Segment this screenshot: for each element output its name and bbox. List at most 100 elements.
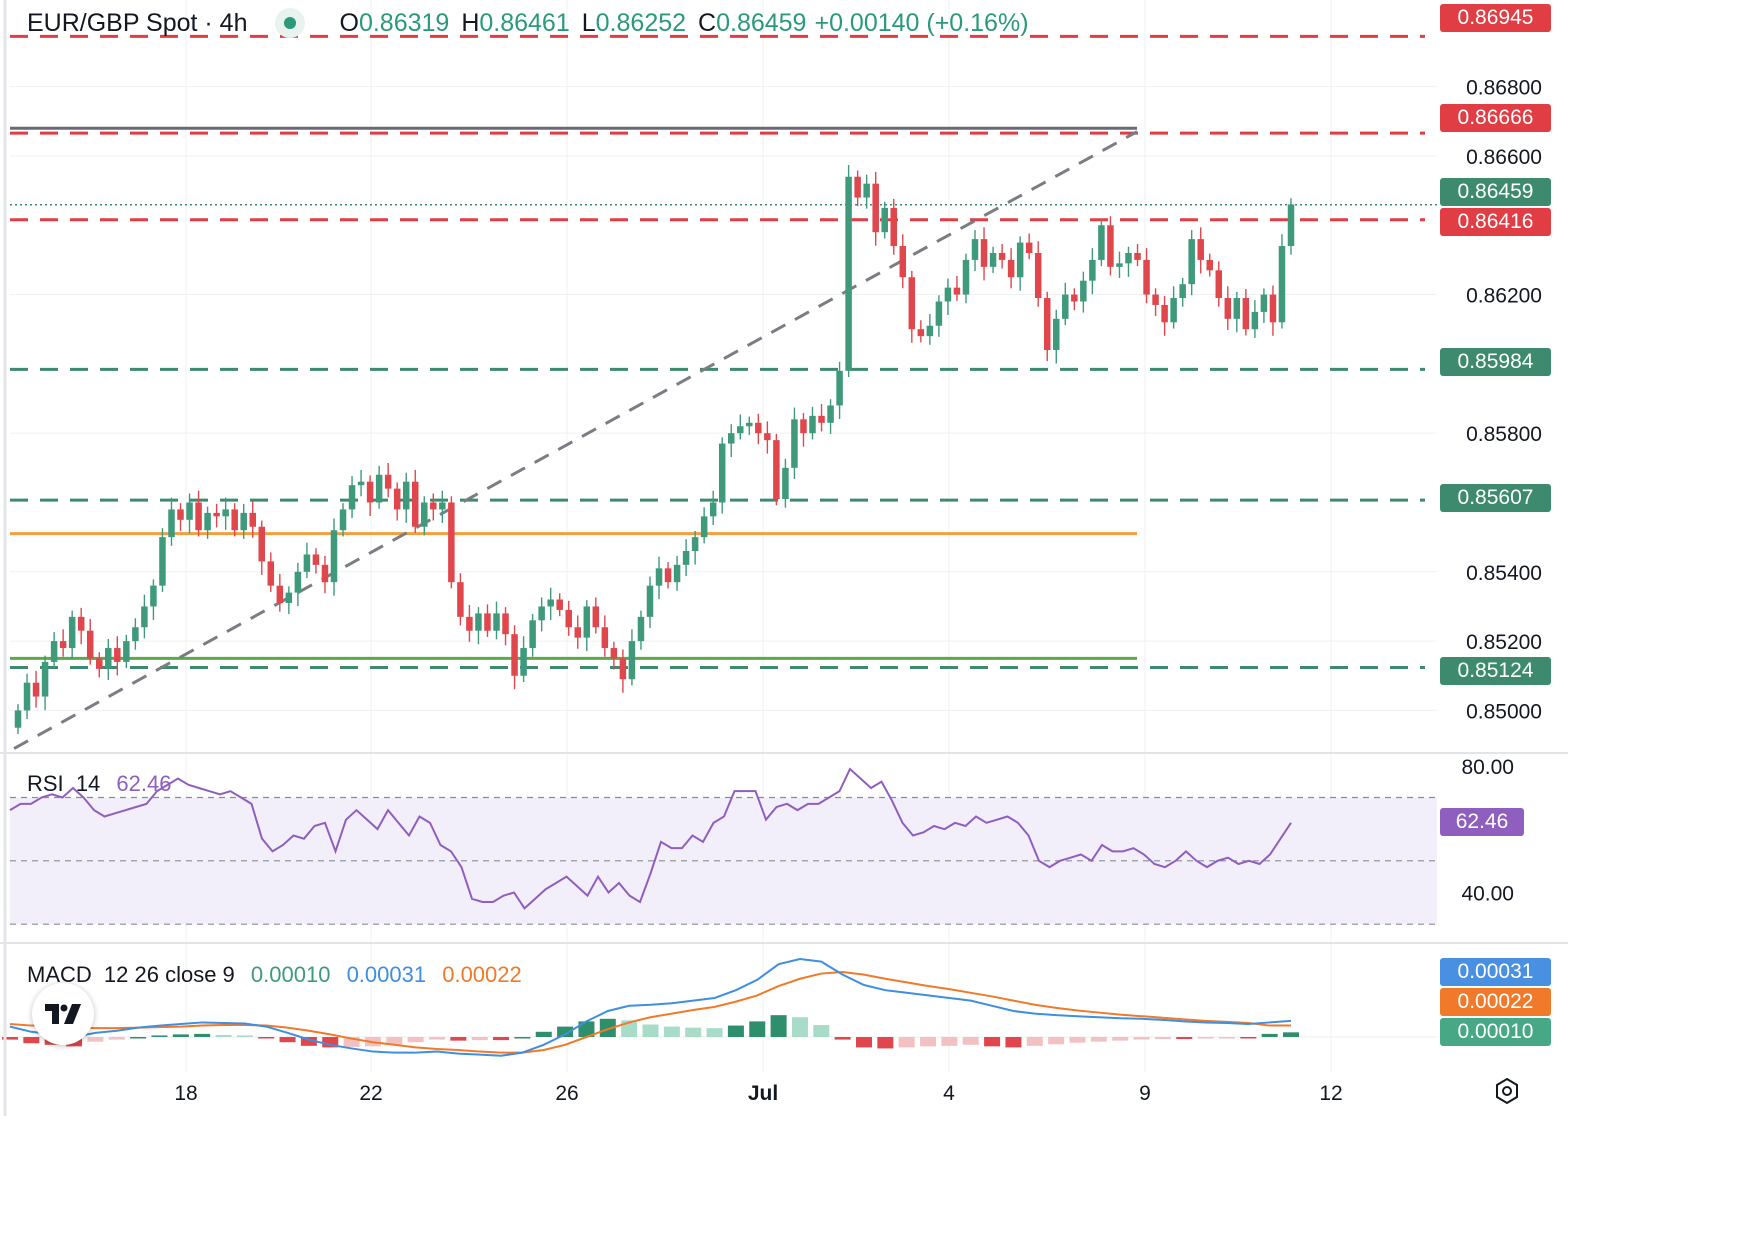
macd-histogram-bar xyxy=(1197,1037,1214,1039)
macd-histogram-bar xyxy=(493,1037,510,1041)
candle-body xyxy=(881,207,888,233)
candle-body xyxy=(836,370,843,406)
macd-line xyxy=(9,957,1292,1057)
price-tag: 0.85984 xyxy=(1440,348,1551,376)
candle-body xyxy=(1125,252,1132,264)
candle-body xyxy=(1215,270,1223,299)
candle-body xyxy=(529,620,536,649)
macd-histogram-bar xyxy=(898,1037,915,1048)
macd-hist-value: 0.00010 xyxy=(250,962,331,987)
macd-histogram-bar xyxy=(1240,1037,1257,1039)
candle-body xyxy=(1161,304,1168,323)
candle-body xyxy=(150,585,157,607)
candle-body xyxy=(249,512,256,527)
macd-histogram-bar xyxy=(941,1037,958,1046)
candle-body xyxy=(222,509,229,517)
candle-body xyxy=(276,585,284,603)
price-chart[interactable]: 18 22 26 Jul 4 9 12 0.86800 0.86600 0.86200 0.8580… xyxy=(0,0,1568,1116)
candle-body xyxy=(1098,225,1105,260)
candle-body xyxy=(727,433,735,444)
macd-histogram-bar xyxy=(1069,1037,1086,1043)
macd-histogram-bar xyxy=(770,1015,787,1037)
macd-histogram-bar xyxy=(663,1026,680,1037)
time-tick-label: 12 xyxy=(1319,1082,1342,1105)
candle-body xyxy=(989,252,997,267)
candle-body xyxy=(809,415,816,434)
high-key: H xyxy=(461,8,480,37)
candle-body xyxy=(845,176,852,371)
rsi-tick-label: 80.00 xyxy=(1461,756,1514,779)
candle-body xyxy=(737,426,744,434)
candle-body xyxy=(691,537,699,552)
candle-body xyxy=(1188,239,1195,285)
candle-body xyxy=(186,502,193,520)
candle-body xyxy=(547,599,554,607)
candle-body xyxy=(303,554,311,572)
candle-body xyxy=(863,183,870,198)
candle-body xyxy=(800,419,807,434)
candle-body xyxy=(484,613,491,631)
candle-body xyxy=(1062,294,1069,319)
candle-body xyxy=(565,609,572,628)
candle-body xyxy=(213,512,220,517)
macd-legend[interactable]: MACD 12 26 close 9 0.00010 0.00031 0.000… xyxy=(27,962,522,988)
candle-body xyxy=(50,641,58,662)
candle-body xyxy=(908,277,916,330)
candle-body xyxy=(764,433,771,441)
market-status-icon xyxy=(275,8,306,38)
price-tick-label: 0.85200 xyxy=(1466,631,1542,654)
candle-body xyxy=(240,512,247,531)
time-tick-label: 18 xyxy=(174,1082,197,1105)
high-value: 0.86461 xyxy=(479,8,570,37)
macd-histogram-bar xyxy=(151,1035,168,1037)
candle-body xyxy=(68,616,76,649)
macd-histogram-bar xyxy=(578,1021,595,1037)
candle-body xyxy=(231,509,238,531)
symbol-title[interactable]: EUR/GBP Spot · 4h xyxy=(27,8,248,37)
candle-body xyxy=(755,422,762,434)
settings-icon[interactable] xyxy=(1492,1076,1522,1106)
signal-value-tag: 0.00022 xyxy=(1440,988,1551,1016)
candle-body xyxy=(168,509,175,538)
macd-histogram-bar xyxy=(87,1037,104,1042)
macd-histogram-bar xyxy=(450,1037,467,1041)
candle-body xyxy=(917,329,925,337)
price-tag: 0.85607 xyxy=(1440,484,1551,512)
macd-histogram-bar xyxy=(1048,1037,1065,1045)
candle-body xyxy=(411,481,419,527)
macd-histogram-bar xyxy=(23,1037,40,1044)
candle-body xyxy=(421,502,428,527)
candle-body xyxy=(1080,280,1087,302)
candle-body xyxy=(926,325,934,337)
macd-histogram-bar xyxy=(984,1037,1001,1047)
candle-body xyxy=(339,509,347,531)
candle-body xyxy=(375,474,383,503)
candle-body xyxy=(357,481,365,486)
tradingview-logo[interactable] xyxy=(32,983,94,1045)
macd-histogram-bar xyxy=(1026,1037,1043,1046)
price-tag: 0.86666 xyxy=(1440,104,1551,132)
candle-body xyxy=(556,599,563,610)
change-value: +0.00140 (+0.16%) xyxy=(814,8,1029,37)
candle-body xyxy=(746,422,753,427)
candle-body xyxy=(1206,259,1213,271)
candle-body xyxy=(583,606,591,638)
rsi-value-tag: 62.46 xyxy=(1440,808,1524,836)
candle-body xyxy=(195,502,202,531)
time-tick-label: 4 xyxy=(943,1082,955,1105)
candle-body xyxy=(980,239,988,267)
rsi-legend[interactable]: RSI 14 62.46 xyxy=(27,771,171,797)
candle-body xyxy=(872,183,879,233)
macd-histogram-bar xyxy=(557,1026,574,1037)
macd-signal-value: 0.00022 xyxy=(442,962,522,987)
open-value: 0.86319 xyxy=(358,8,450,37)
macd-histogram-bar xyxy=(749,1021,766,1037)
candle-body xyxy=(366,481,374,503)
candle-body xyxy=(791,419,798,468)
candle-body xyxy=(59,641,67,649)
candle-body xyxy=(1197,239,1204,260)
candle-body xyxy=(854,176,861,198)
candle-body xyxy=(402,481,410,510)
candle-body xyxy=(538,606,545,621)
price-tag-current: 0.86459 xyxy=(1440,178,1551,206)
